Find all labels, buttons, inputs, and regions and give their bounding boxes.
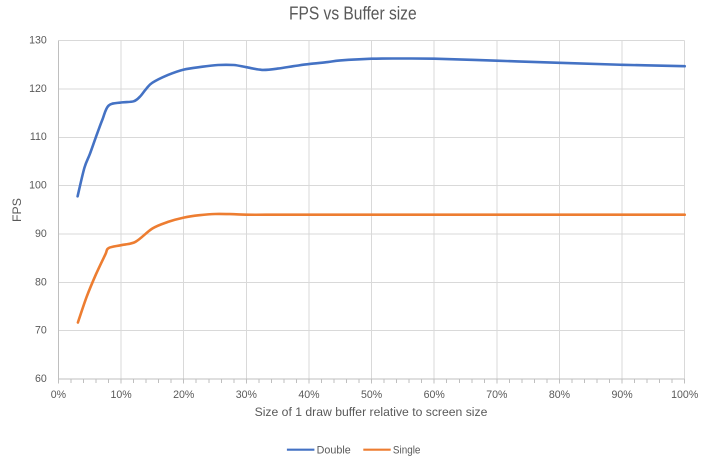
svg-text:30%: 30% [236,389,258,401]
svg-text:70: 70 [35,325,47,337]
svg-text:100: 100 [29,180,47,192]
svg-text:Single: Single [393,445,421,457]
svg-text:80: 80 [35,276,47,288]
svg-text:50%: 50% [361,389,383,401]
svg-text:120: 120 [29,83,47,95]
svg-text:80%: 80% [549,389,571,401]
svg-text:Size of 1 draw buffer relative: Size of 1 draw buffer relative to screen… [255,405,488,419]
svg-text:70%: 70% [486,389,508,401]
svg-text:FPS: FPS [10,198,24,222]
svg-text:110: 110 [30,131,47,143]
svg-text:90%: 90% [611,389,633,401]
svg-text:10%: 10% [110,389,132,401]
svg-text:90: 90 [35,228,47,240]
svg-text:20%: 20% [173,389,195,401]
svg-text:0%: 0% [51,389,67,401]
svg-text:Double: Double [317,445,351,457]
svg-text:60: 60 [35,373,47,385]
svg-text:100%: 100% [671,389,699,401]
svg-text:60%: 60% [424,389,446,401]
svg-text:FPS vs Buffer size: FPS vs Buffer size [289,2,417,23]
svg-text:40%: 40% [298,389,320,401]
svg-text:130: 130 [29,35,47,47]
